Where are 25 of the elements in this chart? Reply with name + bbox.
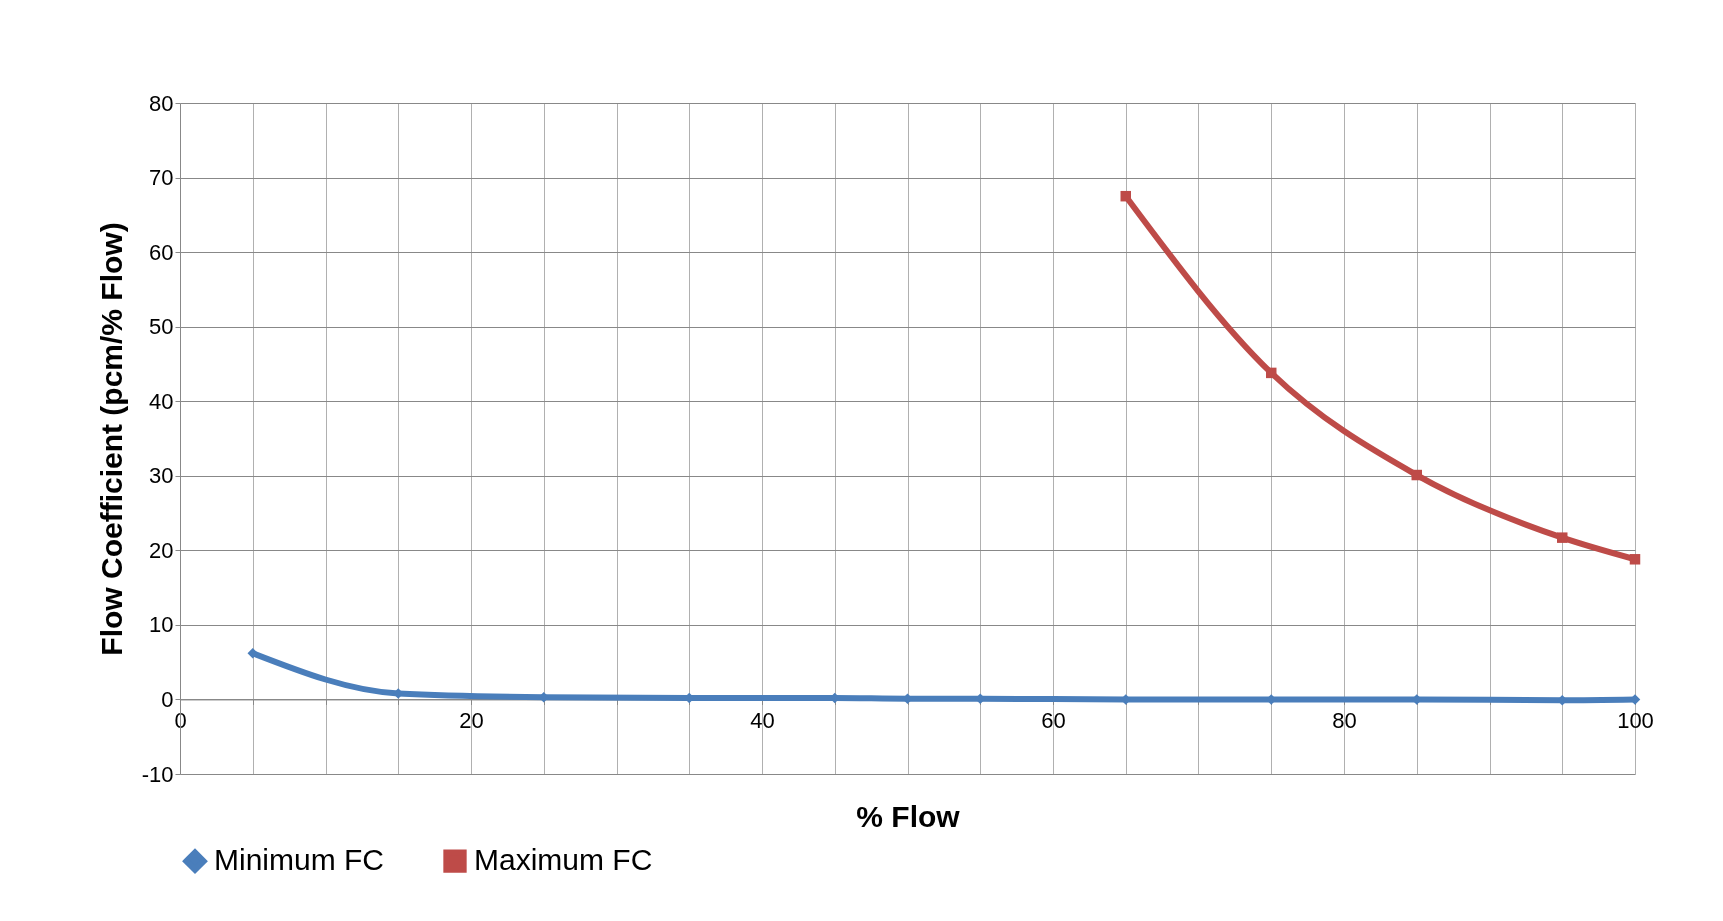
y-tick-label: 0 xyxy=(161,686,174,712)
point xyxy=(1266,367,1277,379)
x-tick-label: 40 xyxy=(750,707,775,733)
y-tick-label: 80 xyxy=(149,90,174,116)
y-tick-label: 60 xyxy=(149,239,174,265)
x-tick-label: 60 xyxy=(1041,707,1066,733)
legend-label: Maximum FC xyxy=(474,843,653,877)
legend-label: Minimum FC xyxy=(214,843,384,877)
point xyxy=(1120,190,1131,202)
x-axis-title: % Flow xyxy=(856,799,961,833)
point xyxy=(1557,532,1568,543)
x-tick-label: 20 xyxy=(459,707,484,733)
x-tick-label: 80 xyxy=(1332,707,1357,733)
y-tick-label: 10 xyxy=(149,612,174,638)
point xyxy=(247,647,258,659)
y-tick-label: 50 xyxy=(149,314,174,340)
y-axis-title: Flow Coefficient (pcm/% Flow) xyxy=(94,222,128,656)
y-tick-label: 30 xyxy=(149,463,174,489)
y-tick-label: 20 xyxy=(149,537,174,563)
x-tick-label: 100 xyxy=(1617,707,1654,733)
y-tick-label: 40 xyxy=(149,388,174,414)
y-tick-label: 70 xyxy=(149,165,174,191)
y-tick-label: -10 xyxy=(141,761,174,787)
point xyxy=(1411,469,1422,481)
point xyxy=(1629,554,1641,565)
